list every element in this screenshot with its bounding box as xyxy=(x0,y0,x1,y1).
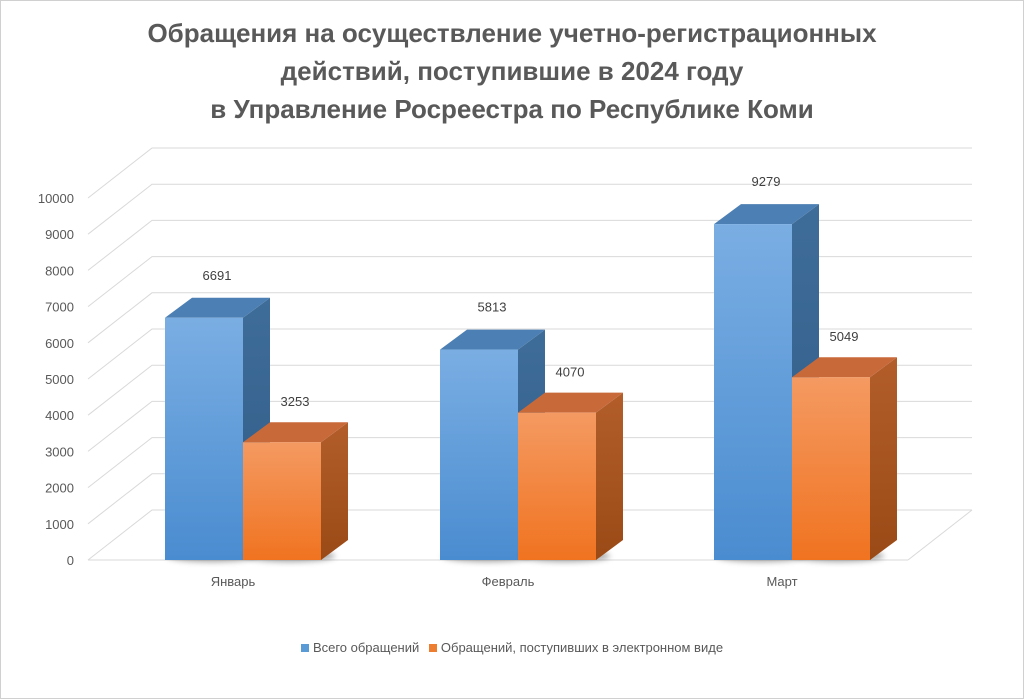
gridline xyxy=(87,473,972,525)
bar-side xyxy=(321,422,348,560)
legend-item-total: Всего обращений xyxy=(300,640,420,655)
bar-top xyxy=(165,297,270,318)
gridline xyxy=(87,147,972,199)
chart-title-line-3: в Управление Росреестра по Республике Ко… xyxy=(210,94,814,124)
x-category-label-2: Февраль xyxy=(482,574,535,589)
chart-title: Обращения на осуществление учетно-регист… xyxy=(0,14,1024,128)
y-tick-label: 7000 xyxy=(45,300,74,315)
gridline xyxy=(87,400,972,452)
chart-title-line-1: Обращения на осуществление учетно-регист… xyxy=(147,18,877,48)
bar-front xyxy=(518,412,596,560)
bar-electronic-1 xyxy=(243,422,348,562)
bar-front xyxy=(714,224,792,560)
bar-top xyxy=(440,329,545,350)
legend-swatch-total xyxy=(300,644,309,652)
chart-title-line-2: действий, поступившие в 2024 году xyxy=(280,56,744,86)
bar-front xyxy=(243,442,321,560)
y-tick-label: 1000 xyxy=(45,517,74,532)
x-category-label-3: Март xyxy=(766,574,797,589)
gridline xyxy=(87,509,972,561)
floor-right-edge xyxy=(907,509,973,561)
bar-top xyxy=(243,422,348,443)
data-label-total-2: 5813 xyxy=(478,300,507,315)
y-tick-label: 2000 xyxy=(45,481,74,496)
legend-swatch-electronic xyxy=(428,644,437,652)
gridline xyxy=(87,183,972,235)
data-label-electronic-3: 5049 xyxy=(830,329,859,344)
data-label-electronic-2: 4070 xyxy=(556,365,585,380)
legend: Всего обращений Обращений, поступивших в… xyxy=(0,640,1024,655)
y-tick-label: 6000 xyxy=(45,336,74,351)
y-tick-label: 9000 xyxy=(45,227,74,242)
gridline xyxy=(87,292,972,344)
y-tick-label: 0 xyxy=(67,553,74,568)
gridline xyxy=(87,328,972,380)
bar-top xyxy=(792,357,897,378)
y-tick-label: 3000 xyxy=(45,444,74,459)
y-axis-ticks: 0 1000 2000 3000 4000 5000 6000 7000 8000 9000 100… xyxy=(38,191,74,568)
x-category-label-1: Январь xyxy=(211,574,256,589)
bars xyxy=(165,204,897,562)
data-label-total-3: 9279 xyxy=(752,174,781,189)
legend-item-electronic: Обращений, поступивших в электронном вид… xyxy=(428,640,724,655)
legend-label-electronic: Обращений, поступивших в электронном вид… xyxy=(440,640,724,655)
bar-top xyxy=(714,204,819,225)
bar-front xyxy=(440,349,518,560)
gridline xyxy=(87,364,972,416)
bar-front xyxy=(792,377,870,560)
bar-side xyxy=(870,357,897,560)
x-axis-categories: Январь Февраль Март xyxy=(211,574,798,589)
data-label-electronic-1: 3253 xyxy=(281,394,310,409)
bar-top xyxy=(518,392,623,413)
gridline xyxy=(87,437,972,488)
y-tick-label: 5000 xyxy=(45,372,74,387)
y-tick-label: 8000 xyxy=(45,263,74,278)
bar-electronic-3 xyxy=(792,357,897,562)
bar-electronic-2 xyxy=(518,392,623,562)
gridline xyxy=(87,256,972,307)
y-tick-label: 4000 xyxy=(45,408,74,423)
y-tick-label: 10000 xyxy=(38,191,74,206)
legend-label-total: Всего обращений xyxy=(312,640,420,655)
gridline xyxy=(87,219,972,271)
bar-side xyxy=(596,392,623,560)
bar-front xyxy=(165,317,243,560)
data-label-total-1: 6691 xyxy=(203,268,232,283)
data-labels: 6691 3253 5813 4070 9279 5049 xyxy=(203,174,859,409)
